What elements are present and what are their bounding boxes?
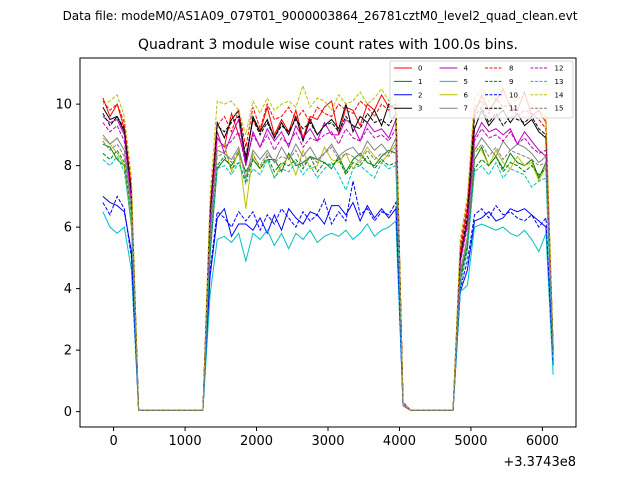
y-tick-label: 0 xyxy=(64,405,72,420)
x-tick-label: 2000 xyxy=(240,434,273,449)
legend-label-0: 0 xyxy=(418,65,422,73)
x-tick-label: 6000 xyxy=(526,434,559,449)
y-tick-label: 2 xyxy=(64,344,72,359)
y-tick-label: 8 xyxy=(64,159,72,174)
legend-label-9: 9 xyxy=(509,78,513,86)
x-offset-label: +3.3743e8 xyxy=(503,455,576,470)
legend-label-6: 6 xyxy=(464,91,469,99)
legend-label-1: 1 xyxy=(418,78,422,86)
legend-label-4: 4 xyxy=(464,65,469,73)
series-line-15 xyxy=(102,140,554,411)
y-axis: 0 2 4 6 8 10 xyxy=(55,98,80,420)
x-tick-label: 1000 xyxy=(169,434,202,449)
plot-lines xyxy=(102,84,554,411)
series-line-6 xyxy=(102,137,554,411)
legend-label-12: 12 xyxy=(555,65,564,73)
legend-label-11: 11 xyxy=(509,105,518,113)
series-line-13 xyxy=(102,155,554,411)
series-line-4 xyxy=(102,116,554,411)
series-line-8 xyxy=(102,97,554,411)
legend-label-5: 5 xyxy=(464,78,468,86)
chart-title: Quadrant 3 module wise count rates with … xyxy=(138,37,518,53)
series-line-0 xyxy=(102,87,554,411)
legend-label-7: 7 xyxy=(464,105,468,113)
chart-suptitle: Data file: modeM0/AS1A09_079T01_90000038… xyxy=(63,9,578,23)
y-tick-label: 10 xyxy=(55,98,72,113)
legend-label-13: 13 xyxy=(555,78,564,86)
y-tick-label: 4 xyxy=(64,282,72,297)
legend-label-10: 10 xyxy=(509,91,518,99)
series-line-9 xyxy=(102,149,554,411)
x-tick-label: 5000 xyxy=(454,434,487,449)
series-line-5 xyxy=(102,211,554,411)
legend-box xyxy=(389,60,574,119)
series-line-2 xyxy=(102,196,554,411)
legend-label-15: 15 xyxy=(555,105,564,113)
series-line-7 xyxy=(102,134,554,411)
legend-label-3: 3 xyxy=(418,105,422,113)
x-tick-label: 3000 xyxy=(311,434,344,449)
x-tick-label: 0 xyxy=(109,434,117,449)
series-line-1 xyxy=(102,143,554,411)
legend-label-14: 14 xyxy=(555,91,564,99)
legend-label-2: 2 xyxy=(418,91,422,99)
x-axis: 0 1000 2000 3000 4000 5000 6000 xyxy=(109,427,559,449)
x-tick-label: 4000 xyxy=(383,434,416,449)
y-tick-label: 6 xyxy=(64,221,72,236)
legend-label-8: 8 xyxy=(509,65,513,73)
